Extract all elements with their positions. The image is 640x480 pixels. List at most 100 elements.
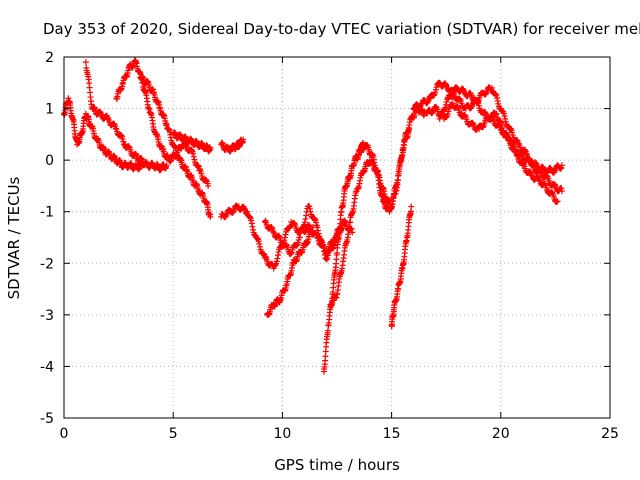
data-point-marker xyxy=(489,84,496,91)
data-point-marker xyxy=(203,177,210,184)
data-point-marker xyxy=(248,220,255,227)
series-trace-12 xyxy=(355,105,428,211)
data-point-marker xyxy=(319,241,326,248)
data-point-marker xyxy=(557,165,564,172)
data-point-marker xyxy=(190,150,197,157)
data-point-marker xyxy=(321,248,328,255)
data-point-marker xyxy=(443,113,450,120)
data-point-marker xyxy=(469,120,476,127)
data-point-marker xyxy=(522,147,529,154)
data-point-marker xyxy=(254,235,261,242)
data-point-marker xyxy=(537,177,544,184)
data-point-marker xyxy=(494,95,501,102)
data-point-marker xyxy=(331,242,338,249)
data-point-marker xyxy=(324,327,331,334)
data-point-marker xyxy=(309,224,316,231)
series-trace-5 xyxy=(170,129,214,155)
x-tick-label: 25 xyxy=(601,426,619,442)
y-tick-label: -4 xyxy=(40,359,54,375)
data-point-marker xyxy=(313,219,320,226)
x-tick-label: 0 xyxy=(60,426,69,442)
data-point-marker xyxy=(195,163,202,170)
y-tick-label: -3 xyxy=(40,308,54,324)
data-point-marker xyxy=(110,120,117,127)
data-point-marker xyxy=(494,97,501,104)
data-point-marker xyxy=(534,173,541,180)
data-point-marker xyxy=(282,231,289,238)
y-tick-label: 0 xyxy=(45,153,54,169)
data-point-marker xyxy=(518,151,525,158)
data-point-marker xyxy=(244,208,251,215)
data-point-marker xyxy=(273,258,280,265)
data-point-marker xyxy=(482,109,489,116)
data-point-marker xyxy=(255,238,262,245)
data-point-marker xyxy=(250,226,257,233)
data-point-marker xyxy=(306,205,313,212)
chart-title: Day 353 of 2020, Sidereal Day-to-day VTE… xyxy=(43,20,640,38)
data-point-marker xyxy=(502,115,509,122)
data-point-marker xyxy=(506,136,513,143)
data-point-marker xyxy=(163,162,170,169)
data-point-marker xyxy=(441,107,448,114)
data-point-marker xyxy=(307,208,314,215)
data-point-marker xyxy=(442,104,449,111)
series-trace-9 xyxy=(264,224,316,318)
data-point-marker xyxy=(274,255,281,262)
data-point-marker xyxy=(525,155,532,162)
data-point-marker xyxy=(558,188,565,195)
data-point-marker xyxy=(495,121,502,128)
data-point-marker xyxy=(125,143,132,150)
data-point-marker xyxy=(249,223,256,230)
data-point-marker xyxy=(270,228,277,235)
data-point-marker xyxy=(315,230,322,237)
data-point-marker xyxy=(240,136,247,143)
data-point-marker xyxy=(222,213,229,220)
series-trace-16 xyxy=(436,84,565,176)
data-point-marker xyxy=(301,219,308,226)
data-point-marker xyxy=(302,216,309,223)
data-point-marker xyxy=(341,217,348,224)
data-point-marker xyxy=(474,97,481,104)
data-point-marker xyxy=(503,130,510,137)
plot-area xyxy=(61,57,565,375)
data-point-marker xyxy=(306,222,313,229)
data-point-marker xyxy=(497,126,504,133)
data-point-marker xyxy=(432,103,439,110)
x-tick-label: 5 xyxy=(169,426,178,442)
x-tick-label: 20 xyxy=(492,426,510,442)
data-point-marker xyxy=(514,137,521,144)
plot-frame xyxy=(63,56,611,419)
data-point-marker xyxy=(510,140,517,147)
data-point-marker xyxy=(558,185,565,192)
data-point-marker xyxy=(306,203,313,210)
data-point-marker xyxy=(467,105,474,112)
data-point-marker xyxy=(554,198,561,205)
data-point-marker xyxy=(256,243,263,250)
series-trace-6 xyxy=(218,136,247,155)
data-point-marker xyxy=(527,168,534,175)
data-point-marker xyxy=(320,244,327,251)
data-point-marker xyxy=(246,214,253,221)
series-trace-2 xyxy=(82,59,170,174)
data-point-marker xyxy=(262,253,269,260)
y-tick-label: -1 xyxy=(40,205,54,221)
data-point-marker xyxy=(293,242,300,249)
data-point-marker xyxy=(188,147,195,154)
data-point-marker xyxy=(303,212,310,219)
data-point-marker xyxy=(334,249,340,256)
data-point-marker xyxy=(195,162,202,169)
y-axis-label: SDTVAR / TECUs xyxy=(5,176,23,299)
data-point-marker xyxy=(82,59,89,66)
data-point-marker xyxy=(501,112,508,119)
data-point-marker xyxy=(275,252,282,259)
data-point-marker xyxy=(97,108,104,115)
x-tick-label: 15 xyxy=(383,426,401,442)
y-tick-label: 2 xyxy=(45,50,54,66)
data-point-marker xyxy=(523,150,530,157)
x-axis-label: GPS time / hours xyxy=(274,456,400,474)
data-point-marker xyxy=(207,146,214,153)
series-trace-1 xyxy=(61,95,146,173)
data-point-marker xyxy=(207,213,214,220)
data-point-marker xyxy=(442,101,449,108)
